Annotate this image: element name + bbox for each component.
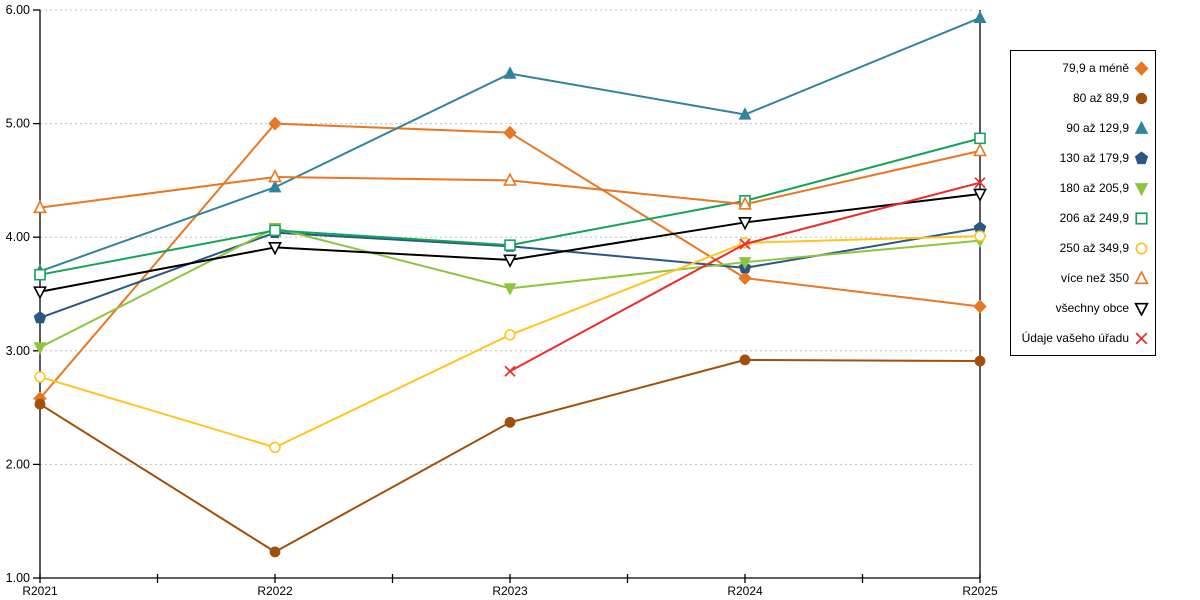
legend-circle-icon	[1135, 92, 1148, 104]
legend-item: 79,9 a méně	[1013, 53, 1149, 83]
series--daje-va-eho-adu	[504, 177, 986, 377]
legend-item-label: 180 až 205,9	[1059, 181, 1129, 195]
series-marker-x-icon	[1135, 332, 1148, 344]
series-marker-triangle-up-icon	[268, 179, 282, 193]
legend-pentagon-icon	[1134, 150, 1149, 164]
legend-item-label: všechny obce	[1055, 301, 1129, 315]
y-tick-label: 1.00	[6, 571, 30, 585]
legend-item: 90 až 129,9	[1013, 113, 1149, 143]
series-marker-x-icon	[504, 365, 516, 377]
series-250-a-349-9	[34, 230, 986, 454]
series-marker-triangle-up-icon	[738, 196, 752, 210]
legend-triangle-down-icon	[1134, 182, 1149, 196]
series-marker-triangle-down-icon	[33, 286, 47, 300]
series-marker-circle-icon	[504, 416, 516, 428]
series-marker-x-icon	[974, 177, 986, 189]
series-marker-triangle-down-icon	[503, 254, 517, 268]
series-marker-square-icon	[34, 268, 46, 281]
series-marker-triangle-up-icon	[503, 172, 517, 186]
series-marker-circle-icon	[1135, 92, 1148, 104]
legend-triangle-down-icon	[1134, 302, 1149, 316]
series-marker-triangle-up-icon	[268, 169, 282, 183]
series-marker-circle-icon	[34, 398, 46, 410]
series-marker-circle-icon	[1135, 242, 1148, 254]
y-tick-label: 2.00	[6, 457, 30, 471]
legend-item-label: 79,9 a méně	[1062, 61, 1129, 75]
legend-item: Údaje vašeho úřadu	[1013, 323, 1149, 353]
series-marker-triangle-up-icon	[738, 107, 752, 120]
series-line	[39, 358, 981, 553]
series-marker-diamond-icon	[1134, 60, 1149, 76]
series-marker-x-icon	[739, 238, 751, 250]
x-tick-label: R2025	[962, 584, 998, 598]
series-marker-circle-icon	[269, 546, 281, 558]
series-marker-circle-icon	[974, 355, 986, 367]
legend-triangle-up-icon	[1134, 120, 1149, 134]
series-marker-pentagon-icon	[1134, 150, 1149, 164]
series-marker-triangle-up-icon	[33, 199, 47, 214]
series-marker-square-icon	[269, 224, 281, 237]
legend-item-label: více než 350	[1060, 271, 1129, 285]
legend-item: všechny obce	[1013, 293, 1149, 323]
series-marker-circle-icon	[504, 329, 516, 341]
series-marker-square-icon	[974, 132, 986, 145]
series-marker-triangle-down-icon	[973, 188, 987, 202]
series-marker-triangle-up-icon	[1134, 270, 1149, 284]
legend-item: 180 až 205,9	[1013, 173, 1149, 203]
series-marker-circle-icon	[739, 354, 751, 366]
legend-item-label: 80 až 89,9	[1072, 91, 1129, 105]
series-marker-triangle-down-icon	[503, 283, 517, 296]
legend-item: 80 až 89,9	[1013, 83, 1149, 113]
legend-item-label: 130 až 179,9	[1059, 151, 1129, 165]
series-marker-triangle-up-icon	[973, 142, 987, 157]
series-marker-triangle-down-icon	[1134, 302, 1149, 316]
legend-diamond-icon	[1134, 60, 1149, 76]
series-marker-triangle-down-icon	[738, 257, 752, 270]
series-marker-pentagon-icon	[33, 311, 47, 324]
chart-legend: 79,9 a méně 80 až 89,9 90 až 129,9 130 až 1…	[1010, 50, 1156, 356]
series-marker-triangle-up-icon	[973, 10, 987, 24]
series-marker-square-icon	[504, 239, 516, 251]
legend-item-label: 250 až 349,9	[1059, 241, 1129, 255]
series-marker-triangle-down-icon	[268, 242, 282, 256]
legend-item-label: Údaje vašeho úřadu	[1021, 331, 1129, 345]
legend-item: více než 350	[1013, 263, 1149, 293]
legend-item-label: 206 až 249,9	[1059, 211, 1129, 225]
y-tick-label: 4.00	[6, 230, 30, 244]
x-tick-label: R2024	[727, 584, 763, 598]
series-marker-diamond-icon	[738, 271, 752, 286]
series-marker-circle-icon	[34, 371, 46, 383]
series-marker-triangle-up-icon	[1134, 120, 1149, 134]
series-marker-circle-icon	[974, 230, 986, 242]
y-tick-label: 3.00	[6, 344, 30, 358]
series-marker-circle-icon	[269, 441, 281, 454]
y-tick-label: 6.00	[6, 3, 30, 17]
legend-square-icon	[1135, 211, 1148, 225]
legend-x-icon	[1135, 332, 1148, 344]
y-tick-label: 5.00	[6, 117, 30, 131]
series-marker-square-icon	[1135, 211, 1148, 225]
series-marker-triangle-down-icon	[33, 342, 47, 355]
x-tick-label: R2021	[22, 584, 58, 598]
series-marker-triangle-up-icon	[503, 66, 517, 79]
series-marker-diamond-icon	[503, 125, 517, 140]
series-marker-diamond-icon	[268, 116, 282, 131]
series-v-echny-obce	[33, 188, 987, 300]
legend-item-label: 90 až 129,9	[1066, 121, 1129, 135]
legend-circle-icon	[1135, 242, 1148, 254]
series-v-ce-ne-350	[33, 142, 987, 214]
legend-item: 130 až 179,9	[1013, 143, 1149, 173]
legend-item: 250 až 349,9	[1013, 233, 1149, 263]
x-tick-label: R2022	[257, 584, 293, 598]
series-marker-triangle-down-icon	[1134, 182, 1149, 196]
x-tick-label: R2023	[492, 584, 528, 598]
series-marker-diamond-icon	[973, 299, 987, 314]
series-90-a-129-9	[33, 10, 987, 277]
legend-item: 206 až 249,9	[1013, 203, 1149, 233]
series-80-a-89-9	[34, 354, 986, 558]
series-marker-triangle-down-icon	[738, 217, 752, 231]
legend-triangle-up-icon	[1134, 270, 1149, 284]
